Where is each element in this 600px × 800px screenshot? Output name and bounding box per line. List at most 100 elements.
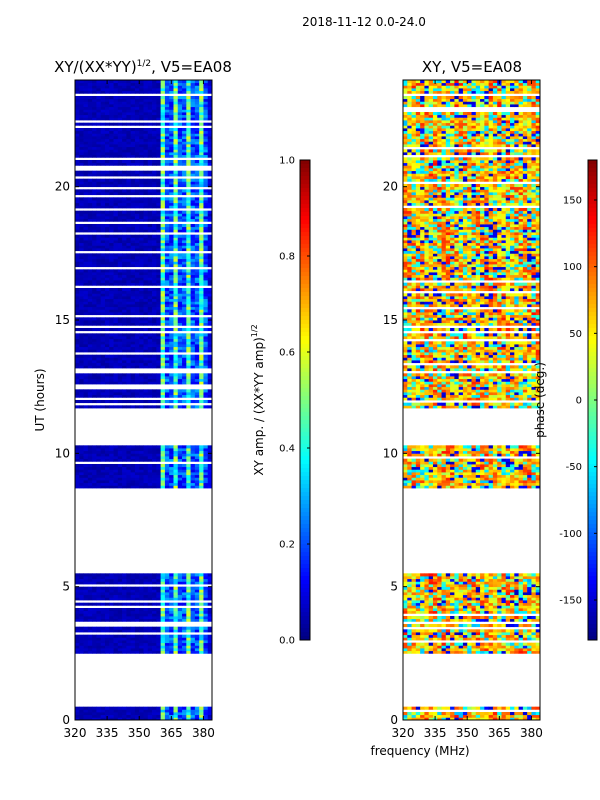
heatmap-cell: [83, 616, 89, 620]
heatmap-cell: [203, 349, 209, 353]
heatmap-cell: [177, 114, 183, 118]
heatmap-cell: [122, 280, 127, 284]
heatmap-cell: [207, 261, 212, 265]
heatmap-cell: [100, 200, 106, 204]
heatmap-cell: [139, 378, 144, 382]
heatmap-cell: [104, 474, 110, 478]
heatmap-cell: [164, 354, 170, 358]
heatmap-cell: [484, 645, 490, 649]
heatmap-cell: [190, 106, 196, 110]
heatmap-cell: [160, 309, 166, 313]
colorbar-segment: [300, 588, 310, 593]
heatmap-cell: [169, 261, 174, 265]
heatmap-cell: [173, 576, 179, 580]
heatmap-cell: [139, 205, 144, 209]
heatmap-cell: [83, 173, 89, 177]
heatmap-cell: [79, 90, 84, 94]
heatmap-cell: [75, 178, 80, 182]
heatmap-cell: [113, 210, 119, 214]
heatmap-cell: [113, 480, 119, 484]
heatmap-cell: [96, 709, 102, 713]
heatmap-cell: [173, 122, 179, 126]
heatmap-cell: [143, 341, 149, 345]
heatmap-cell: [122, 114, 127, 118]
heatmap-cell: [147, 162, 153, 166]
heatmap-cell: [113, 229, 119, 233]
heatmap-cell: [467, 650, 472, 654]
heatmap-cell: [117, 248, 123, 252]
heatmap-cell: [117, 594, 123, 598]
heatmap-cell: [160, 101, 166, 105]
heatmap-cell: [164, 362, 170, 366]
heatmap-cell: [139, 237, 144, 241]
heatmap-cell: [92, 602, 97, 606]
heatmap-cell: [156, 181, 162, 185]
heatmap-cell: [152, 298, 157, 302]
heatmap-cell: [134, 717, 140, 720]
heatmap-cell: [104, 466, 110, 470]
heatmap-cell: [199, 320, 204, 324]
heatmap-cell: [186, 360, 191, 364]
heatmap-cell: [104, 200, 110, 204]
y-tick-label: 5: [62, 580, 70, 594]
heatmap-cell: [96, 626, 102, 630]
heatmap-cell: [173, 392, 179, 396]
heatmap-cell: [147, 328, 153, 332]
heatmap-cell: [92, 264, 97, 268]
heatmap-cell: [117, 264, 123, 268]
heatmap-cell: [450, 717, 455, 720]
heatmap-cell: [199, 138, 204, 142]
heatmap-cell: [207, 80, 212, 84]
heatmap-cell: [173, 394, 179, 398]
heatmap-cell: [92, 344, 97, 348]
heatmap-cell: [139, 290, 144, 294]
heatmap-cell: [207, 192, 212, 196]
heatmap-cell: [92, 581, 97, 585]
heatmap-cell: [130, 381, 136, 385]
heatmap-cell: [199, 365, 204, 369]
heatmap-cell: [122, 714, 127, 718]
heatmap-cell: [143, 456, 149, 460]
heatmap-cell: [122, 717, 127, 720]
heatmap-cell: [173, 256, 179, 260]
heatmap-cell: [134, 613, 140, 617]
heatmap-cell: [177, 458, 183, 462]
heatmap-cell: [182, 344, 187, 348]
heatmap-cell: [164, 322, 170, 326]
heatmap-cell: [109, 256, 114, 260]
heatmap-cell: [92, 288, 97, 292]
heatmap-cell: [199, 464, 204, 468]
heatmap-cell: [203, 445, 209, 449]
heatmap-cell: [139, 346, 144, 350]
heatmap-cell: [152, 394, 157, 398]
heatmap-cell: [143, 242, 149, 246]
heatmap-cell: [100, 445, 106, 449]
heatmap-cell: [79, 261, 84, 265]
heatmap-cell: [130, 101, 136, 105]
heatmap-cell: [152, 637, 157, 641]
heatmap-cell: [83, 253, 89, 257]
heatmap-cell: [104, 578, 110, 582]
heatmap-cell: [126, 642, 132, 646]
heatmap-cell: [164, 280, 170, 284]
heatmap-cell: [117, 616, 123, 620]
heatmap-cell: [152, 237, 157, 241]
heatmap-cell: [143, 245, 149, 249]
heatmap-cell: [75, 344, 80, 348]
heatmap-cell: [182, 101, 187, 105]
heatmap-cell: [152, 117, 157, 121]
heatmap-cell: [122, 586, 127, 590]
heatmap-cell: [203, 378, 209, 382]
heatmap-cell: [130, 597, 136, 601]
heatmap-cell: [203, 298, 209, 302]
heatmap-cell: [126, 341, 132, 345]
heatmap-cell: [134, 218, 140, 222]
heatmap-cell: [156, 320, 162, 324]
heatmap-cell: [122, 306, 127, 310]
heatmap-cell: [130, 226, 136, 230]
heatmap-cell: [156, 392, 162, 396]
heatmap-cell: [143, 98, 149, 102]
heatmap-cell: [139, 248, 144, 252]
heatmap-cell: [527, 648, 532, 652]
heatmap-cell: [194, 144, 200, 148]
